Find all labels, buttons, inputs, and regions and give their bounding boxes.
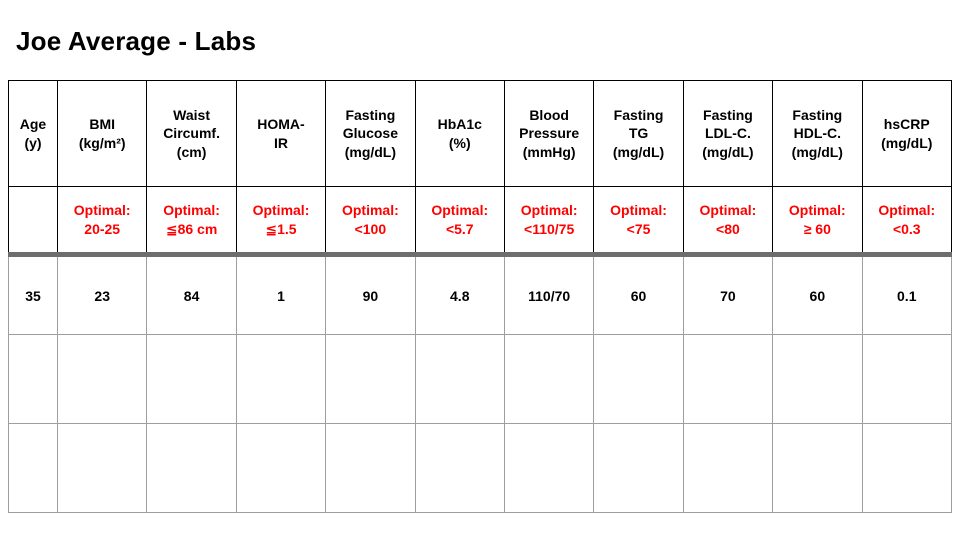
optimal-fasting-glucose: Optimal: <100 bbox=[325, 186, 416, 257]
value-fasting-ldl: 70 bbox=[682, 254, 774, 335]
header-age: Age (y) bbox=[8, 80, 58, 187]
header-blood-pressure: Blood Pressure (mmHg) bbox=[503, 80, 595, 187]
empty-cell bbox=[861, 334, 953, 424]
empty-cell bbox=[682, 334, 774, 424]
empty-cell bbox=[325, 423, 416, 513]
optimal-range-row: Optimal: 20-25 Optimal: ≦86 cm Optimal: … bbox=[8, 186, 953, 257]
empty-cell bbox=[146, 334, 237, 424]
empty-cell bbox=[8, 423, 58, 513]
header-fasting-glucose: Fasting Glucose (mg/dL) bbox=[325, 80, 416, 187]
value-hba1c: 4.8 bbox=[414, 254, 505, 335]
value-fasting-hdl: 60 bbox=[772, 254, 863, 335]
empty-cell bbox=[235, 423, 327, 513]
value-waist-circumf: 84 bbox=[146, 254, 237, 335]
empty-cell bbox=[414, 423, 505, 513]
empty-cell bbox=[593, 334, 684, 424]
value-hscrp: 0.1 bbox=[861, 254, 953, 335]
empty-cell bbox=[8, 334, 58, 424]
optimal-hba1c: Optimal: <5.7 bbox=[414, 186, 505, 257]
value-age: 35 bbox=[8, 254, 58, 335]
empty-cell bbox=[503, 423, 595, 513]
value-blood-pressure: 110/70 bbox=[503, 254, 595, 335]
empty-row bbox=[8, 423, 953, 513]
header-hscrp: hsCRP (mg/dL) bbox=[861, 80, 953, 187]
empty-cell bbox=[772, 423, 863, 513]
value-homa-ir: 1 bbox=[235, 254, 327, 335]
optimal-age bbox=[8, 186, 58, 257]
optimal-bmi: Optimal: 20-25 bbox=[56, 186, 148, 257]
empty-cell bbox=[325, 334, 416, 424]
value-fasting-tg: 60 bbox=[593, 254, 684, 335]
empty-cell bbox=[593, 423, 684, 513]
empty-cell bbox=[146, 423, 237, 513]
optimal-waist-circumf: Optimal: ≦86 cm bbox=[146, 186, 237, 257]
header-fasting-tg: Fasting TG (mg/dL) bbox=[593, 80, 684, 187]
empty-cell bbox=[772, 334, 863, 424]
labs-table: Age (y) BMI (kg/m²) Waist Circumf. (cm) … bbox=[8, 80, 953, 513]
empty-cell bbox=[56, 423, 148, 513]
header-bmi: BMI (kg/m²) bbox=[56, 80, 148, 187]
optimal-fasting-tg: Optimal: <75 bbox=[593, 186, 684, 257]
patient-values-row: 35 23 84 1 90 4.8 110/70 60 70 60 0.1 bbox=[8, 254, 953, 335]
empty-cell bbox=[56, 334, 148, 424]
header-hba1c: HbA1c (%) bbox=[414, 80, 505, 187]
header-homa-ir: HOMA- IR bbox=[235, 80, 327, 187]
optimal-fasting-hdl: Optimal: ≥ 60 bbox=[772, 186, 863, 257]
optimal-fasting-ldl: Optimal: <80 bbox=[682, 186, 774, 257]
header-fasting-ldl: Fasting LDL-C. (mg/dL) bbox=[682, 80, 774, 187]
header-waist-circumf: Waist Circumf. (cm) bbox=[146, 80, 237, 187]
header-fasting-hdl: Fasting HDL-C. (mg/dL) bbox=[772, 80, 863, 187]
empty-cell bbox=[414, 334, 505, 424]
empty-cell bbox=[861, 423, 953, 513]
page-title: Joe Average - Labs bbox=[16, 26, 257, 56]
value-fasting-glucose: 90 bbox=[325, 254, 416, 335]
empty-row bbox=[8, 334, 953, 424]
empty-cell bbox=[682, 423, 774, 513]
table-header-row: Age (y) BMI (kg/m²) Waist Circumf. (cm) … bbox=[8, 80, 953, 187]
optimal-blood-pressure: Optimal: <110/75 bbox=[503, 186, 595, 257]
optimal-homa-ir: Optimal: ≦1.5 bbox=[235, 186, 327, 257]
optimal-hscrp: Optimal: <0.3 bbox=[861, 186, 953, 257]
empty-cell bbox=[235, 334, 327, 424]
empty-cell bbox=[503, 334, 595, 424]
value-bmi: 23 bbox=[56, 254, 148, 335]
